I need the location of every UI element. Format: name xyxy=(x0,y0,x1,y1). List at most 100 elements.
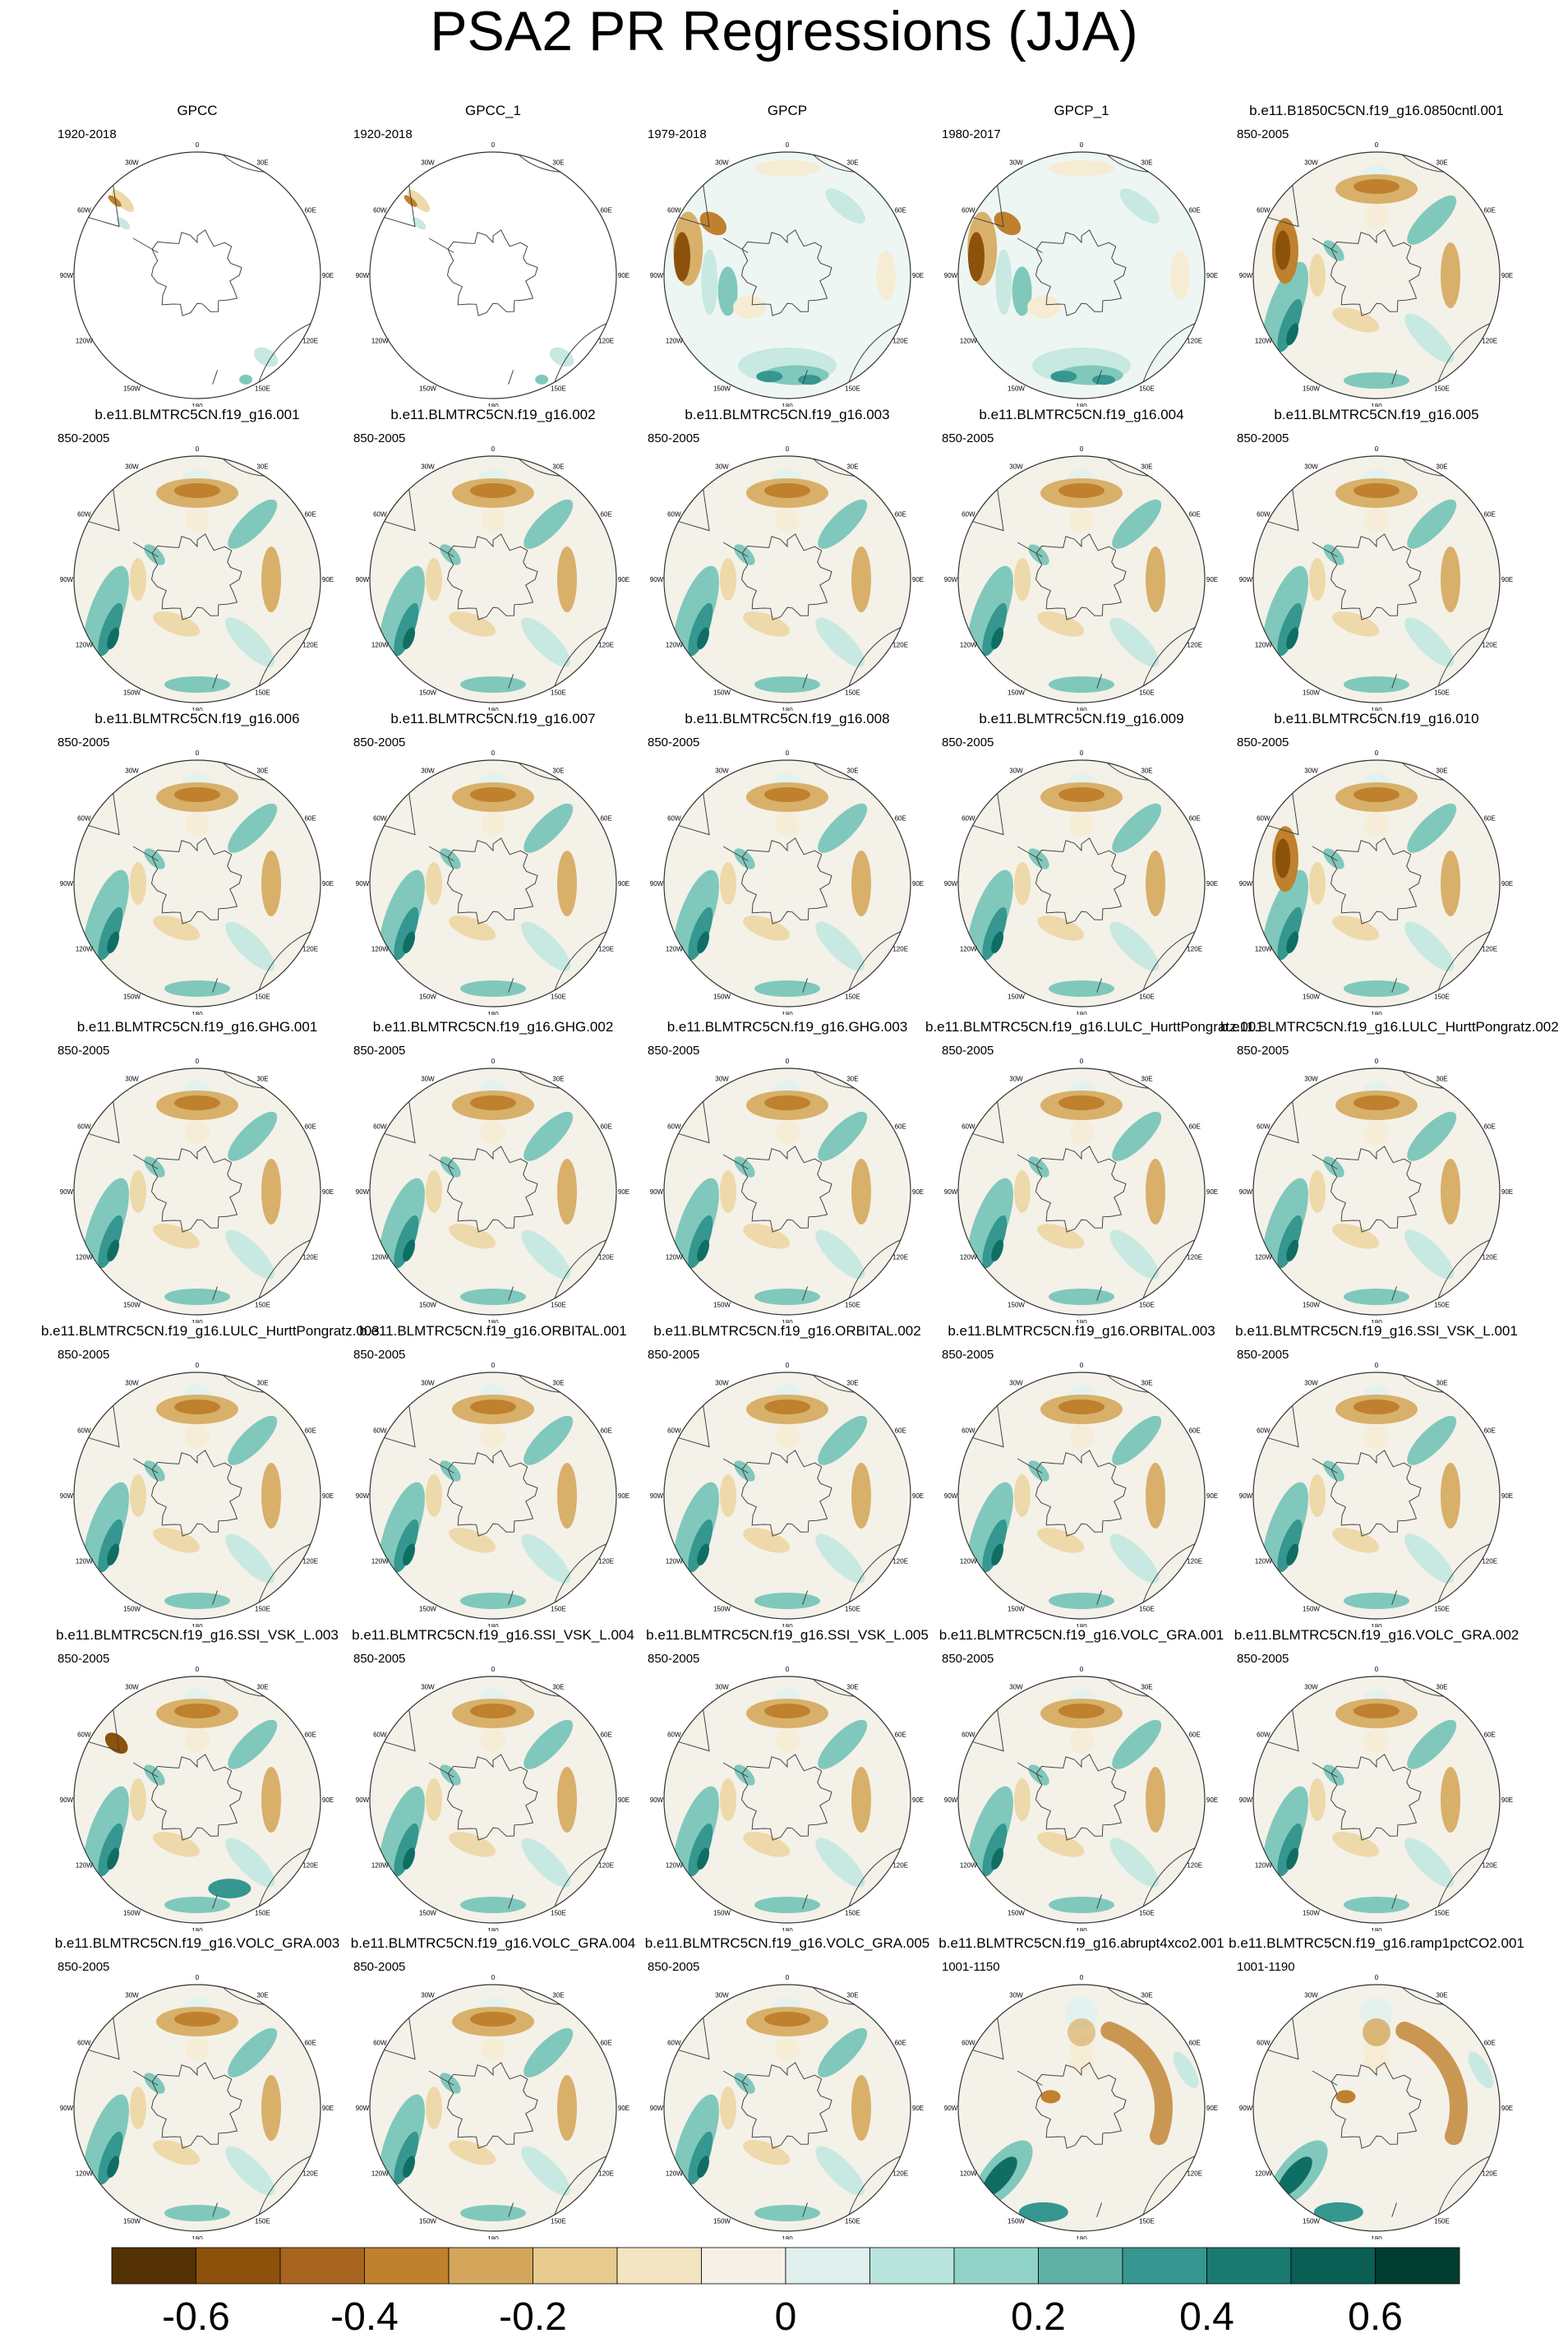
map-panel: 0 30E 60E 90E 120E 150E 180 150W 120W 90W 60W 30W b.… xyxy=(1220,1323,1533,1627)
longitude-label: 30E xyxy=(256,463,268,470)
panel-title: b.e11.BLMTRC5CN.f19_g16.006 xyxy=(95,711,300,726)
longitude-label: 90E xyxy=(322,272,334,279)
longitude-label: 30E xyxy=(1141,1379,1152,1386)
longitude-label: 60W xyxy=(667,1123,681,1131)
panel-years: 850-2005 xyxy=(648,1652,700,1666)
longitude-label: 60E xyxy=(305,1427,316,1435)
longitude-label: 150W xyxy=(713,689,731,697)
longitude-label: 90E xyxy=(1501,1188,1513,1196)
map-panel: 0 30E 60E 90E 120E 150E 180 150W 120W 90W 60W 30W b.… xyxy=(631,1019,943,1323)
panel-years: 850-2005 xyxy=(1237,431,1289,445)
longitude-label: 0 xyxy=(196,1362,200,1369)
longitude-label: 60W xyxy=(373,1123,387,1131)
panel-title: b.e11.BLMTRC5CN.f19_g16.VOLC_GRA.005 xyxy=(644,1935,930,1951)
longitude-label: 60W xyxy=(962,1732,975,1739)
colorbar-swatch xyxy=(869,2247,955,2285)
panel-title: b.e11.BLMTRC5CN.f19_g16.ORBITAL.003 xyxy=(948,1323,1215,1339)
longitude-label: 90W xyxy=(60,576,74,583)
longitude-label: 120W xyxy=(960,1862,977,1870)
longitude-label: 90W xyxy=(356,1492,370,1500)
panel-years: 850-2005 xyxy=(353,736,406,749)
longitude-label: 60E xyxy=(601,511,612,519)
longitude-label: 120E xyxy=(1187,2170,1202,2178)
longitude-label: 150E xyxy=(845,385,860,393)
longitude-label: 150E xyxy=(845,1910,860,1917)
longitude-label: 180 xyxy=(782,2235,793,2239)
panel-title: b.e11.BLMTRC5CN.f19_g16.VOLC_GRA.002 xyxy=(1234,1627,1520,1643)
panel-title: b.e11.BLMTRC5CN.f19_g16.004 xyxy=(979,407,1184,422)
longitude-label: 180 xyxy=(191,1927,203,1931)
map-panel: 0 30E 60E 90E 120E 150E 180 150W 120W 90W 60W 30W b.… xyxy=(631,407,943,711)
polar-map: 0 30E 60E 90E 120E 150E 180 150W 120W 90W 60W 30W xyxy=(356,1058,630,1323)
longitude-label: 60E xyxy=(1484,207,1496,214)
longitude-label: 90W xyxy=(1239,880,1253,888)
longitude-label: 150E xyxy=(1139,994,1155,1001)
longitude-label: 180 xyxy=(1076,707,1087,711)
longitude-label: 150W xyxy=(123,385,141,393)
panel-title: GPCP_1 xyxy=(1054,103,1109,118)
longitude-label: 180 xyxy=(1371,403,1382,407)
map-panel: 0 30E 60E 90E 120E 150E 180 150W 120W 90W 60W 30W b.… xyxy=(925,1627,1238,1931)
longitude-label: 60E xyxy=(1189,1732,1201,1739)
longitude-label: 60W xyxy=(1257,1732,1271,1739)
panel-years: 850-2005 xyxy=(648,1348,700,1362)
longitude-label: 150E xyxy=(551,1606,566,1613)
longitude-label: 60W xyxy=(1257,207,1271,214)
colorbar-tick-label: 0.4 xyxy=(1179,2295,1234,2338)
longitude-label: 0 xyxy=(1080,749,1084,757)
longitude-label: 150E xyxy=(845,994,860,1001)
panel-years: 1979-2018 xyxy=(648,127,707,141)
figure-title: PSA2 PR Regressions (JJA) xyxy=(430,0,1138,62)
polar-map: 0 30E 60E 90E 120E 150E 180 150W 120W 90W 60W 30W xyxy=(650,1666,924,1931)
longitude-label: 90E xyxy=(618,272,630,279)
longitude-label: 60E xyxy=(601,1732,612,1739)
panel-years: 1920-2018 xyxy=(353,127,413,141)
longitude-label: 60W xyxy=(962,207,975,214)
longitude-label: 120E xyxy=(302,1558,318,1566)
longitude-label: 30W xyxy=(421,159,435,166)
longitude-label: 150W xyxy=(1008,1910,1025,1917)
map-panel: 0 30E 60E 90E 120E 150E 180 150W 120W 90W 60W 30W b.… xyxy=(41,711,353,1015)
map-panel: 0 30E 60E 90E 120E 150E 180 150W 120W 90W 60W 30W b.… xyxy=(337,1019,649,1323)
map-panel: 0 30E 60E 90E 120E 150E 180 150W 120W 90W 60W 30W b.… xyxy=(41,1019,353,1323)
longitude-label: 60W xyxy=(962,2040,975,2047)
longitude-label: 120W xyxy=(76,642,93,649)
longitude-label: 150E xyxy=(255,994,270,1001)
longitude-label: 90W xyxy=(1239,1492,1253,1500)
map-panel: 0 30E 60E 90E 120E 150E 180 150W 120W 90W 60W 30W b.… xyxy=(41,1323,380,1627)
panel-title: b.e11.BLMTRC5CN.f19_g16.VOLC_GRA.003 xyxy=(54,1935,340,1951)
longitude-label: 90E xyxy=(1501,576,1513,583)
map-panel: 0 30E 60E 90E 120E 150E 180 150W 120W 90W 60W 30W b.… xyxy=(337,407,649,711)
longitude-label: 120E xyxy=(302,642,318,649)
longitude-label: 30W xyxy=(421,1379,435,1386)
polar-map: 0 30E 60E 90E 120E 150E 180 150W 120W 90W 60W 30W xyxy=(1239,141,1513,407)
longitude-label: 30E xyxy=(256,1379,268,1386)
longitude-label: 90W xyxy=(1239,1188,1253,1196)
longitude-label: 90W xyxy=(944,1188,958,1196)
panel-title: GPCP xyxy=(767,103,808,118)
longitude-label: 90E xyxy=(1206,880,1218,888)
polar-map: 0 30E 60E 90E 120E 150E 180 150W 120W 90W 60W 30W xyxy=(650,141,924,407)
longitude-label: 0 xyxy=(786,445,790,453)
longitude-label: 150E xyxy=(845,2218,860,2225)
longitude-label: 90W xyxy=(650,272,664,279)
longitude-label: 150E xyxy=(1139,1302,1155,1309)
longitude-label: 30E xyxy=(552,159,564,166)
polar-map: 0 30E 60E 90E 120E 150E 180 150W 120W 90W 60W 30W xyxy=(1239,749,1513,1015)
panel-title: b.e11.BLMTRC5CN.f19_g16.SSI_VSK_L.004 xyxy=(352,1627,634,1643)
longitude-label: 120W xyxy=(666,1558,683,1566)
longitude-label: 90E xyxy=(912,1492,924,1500)
longitude-label: 30E xyxy=(846,159,858,166)
longitude-label: 30W xyxy=(1304,1991,1318,1999)
longitude-label: 0 xyxy=(1375,1362,1379,1369)
longitude-label: 150W xyxy=(1303,1606,1320,1613)
longitude-label: 60E xyxy=(1189,815,1201,823)
longitude-label: 30W xyxy=(125,1683,139,1690)
longitude-label: 120W xyxy=(960,946,977,953)
longitude-label: 0 xyxy=(1080,1362,1084,1369)
longitude-label: 90W xyxy=(944,2105,958,2112)
map-panel: 0 30E 60E 90E 120E 150E 180 150W 120W 90W 60W 30W b.… xyxy=(925,1323,1238,1627)
longitude-label: 120W xyxy=(1255,338,1272,345)
map-panel: 0 30E 60E 90E 120E 150E 180 150W 120W 90W 60W 30W b.… xyxy=(631,1323,943,1627)
panel-years: 850-2005 xyxy=(648,1960,700,1974)
